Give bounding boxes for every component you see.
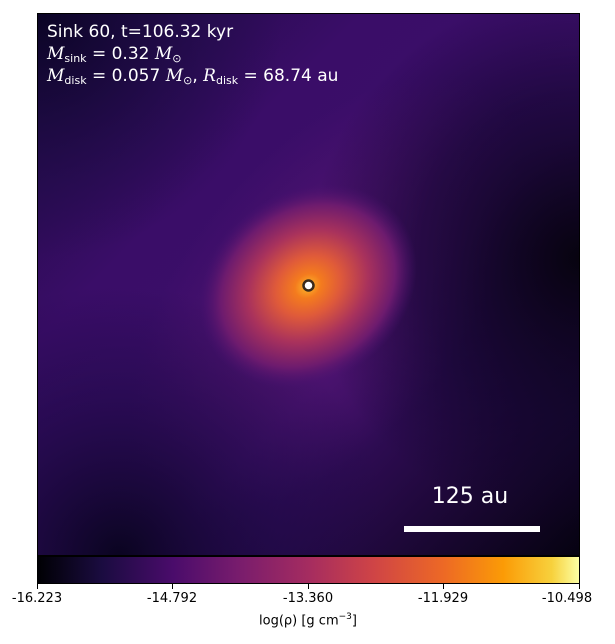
sink-mass-label: Msink = 0.32 M⊙	[47, 44, 182, 65]
colorbar-tick-label: -11.929	[417, 591, 469, 606]
scale-bar	[404, 526, 540, 532]
colorbar-tick	[172, 584, 173, 589]
colorbar-tick	[579, 584, 580, 589]
colorbar-tick-label: -10.498	[541, 591, 593, 606]
colorbar-tick-label: -16.223	[11, 591, 63, 606]
colorbar-tick	[443, 584, 444, 589]
density-map: Sink 60, t=106.32 kyr Msink = 0.32 M⊙ Md…	[37, 13, 580, 556]
sink-particle-marker	[302, 279, 315, 292]
colorbar-tick	[308, 584, 309, 589]
colorbar-tick-label: -13.360	[282, 591, 334, 606]
disk-properties-label: Mdisk = 0.057 M⊙, Rdisk = 68.74 au	[47, 66, 339, 87]
density-field	[38, 14, 579, 555]
sink-title: Sink 60, t=106.32 kyr	[47, 22, 234, 42]
scale-bar-label: 125 au	[431, 484, 509, 509]
colorbar-label: log(ρ) [g cm−3]	[259, 612, 357, 629]
colorbar-tick	[37, 584, 38, 589]
colorbar-tick-label: -14.792	[146, 591, 198, 606]
colorbar	[37, 556, 580, 584]
